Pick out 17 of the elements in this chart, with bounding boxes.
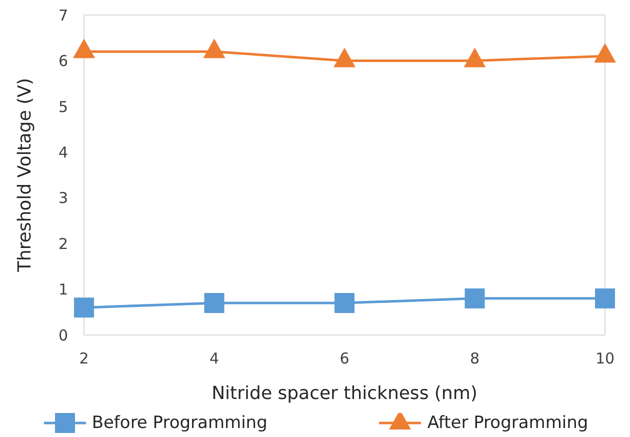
y-tick-label: 7 [58, 6, 68, 24]
x-tick-label: 6 [340, 350, 350, 368]
y-tick-label: 0 [58, 326, 68, 344]
y-tick-label: 2 [58, 234, 68, 253]
y-tick-label: 4 [58, 143, 68, 162]
legend-label: After Programming [426, 413, 588, 433]
x-tick-label: 10 [595, 350, 615, 368]
x-tick-label: 4 [209, 350, 220, 368]
x-tick-label: 8 [470, 350, 480, 368]
x-axis-title: Nitride spacer thickness (nm) [212, 383, 478, 404]
y-tick-label: 1 [58, 280, 68, 299]
y-tick-label: 5 [58, 98, 68, 116]
y-tick-label: 3 [58, 189, 68, 208]
y-axis-title: Threshold Voltage (V) [14, 78, 36, 274]
legend-label: Before Programming [90, 413, 268, 433]
x-tick-label: 2 [79, 350, 89, 368]
y-tick-label: 6 [58, 52, 68, 70]
